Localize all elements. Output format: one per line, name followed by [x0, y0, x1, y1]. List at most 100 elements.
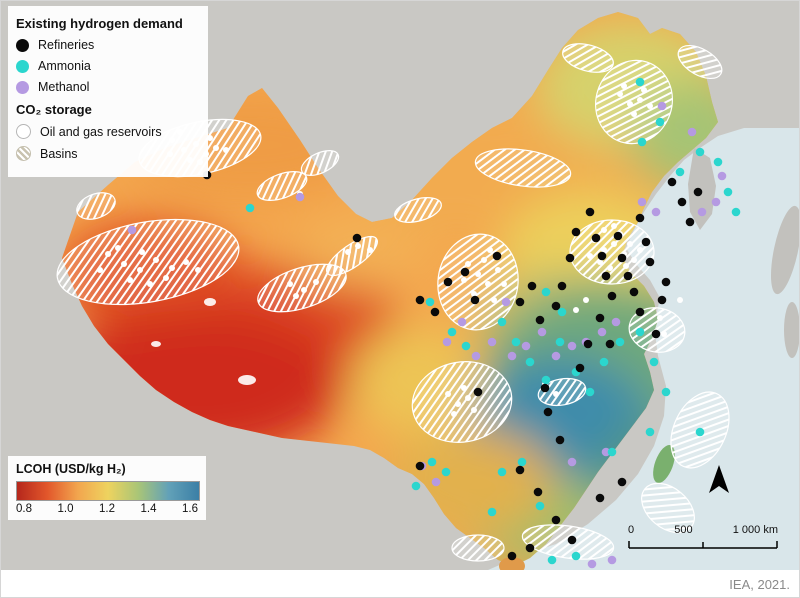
reservoirs-dot [621, 83, 627, 89]
ammonia-dot [487, 507, 497, 517]
legend-storage-title: CO₂ storage [16, 102, 92, 117]
reservoirs-dot [501, 281, 507, 287]
ammonia-dot [607, 447, 617, 457]
ammonia-dot [425, 297, 435, 307]
refineries-dot [515, 465, 525, 475]
reservoirs-dot [597, 259, 603, 265]
ammonia-dot [517, 457, 527, 467]
map-points-layer [97, 77, 741, 569]
refineries-dot [667, 177, 677, 187]
reservoirs-dot [301, 287, 307, 293]
storage-items: Oil and gas reservoirs Basins [16, 124, 198, 161]
refineries-dot [641, 237, 651, 247]
reservoirs-dot [367, 247, 373, 253]
reservoirs-dot [485, 281, 491, 287]
ammonia-dot [447, 327, 457, 337]
refineries-dot [595, 493, 605, 503]
scale-labels: 0 500 1 000 km [628, 524, 778, 536]
colorbar-tick: 0.8 [16, 503, 32, 515]
methanol-dot [601, 447, 611, 457]
reservoirs-dot [223, 147, 229, 153]
refineries-dot [575, 363, 585, 373]
ammonia-dot [441, 467, 451, 477]
refineries-dot [492, 251, 502, 261]
lakes [151, 298, 256, 385]
ammonia-dot [635, 327, 645, 337]
reservoirs-dot [487, 247, 493, 253]
ammonia-dot [649, 357, 659, 367]
attribution-text: IEA, 2021. [729, 577, 790, 592]
reservoirs-dot [661, 331, 667, 337]
reservoirs-dot [623, 263, 629, 269]
legend-panel: Existing hydrogen demand Refineries Ammon… [8, 6, 208, 177]
ammonia-dot [497, 317, 507, 327]
methanol-dot [587, 559, 597, 569]
ammonia-dot [555, 337, 565, 347]
methanol-dot [471, 351, 481, 361]
methanol-dot [657, 101, 667, 111]
reservoirs-dot [601, 247, 607, 253]
reservoirs-dot [491, 297, 497, 303]
reservoirs-dot [139, 249, 145, 255]
reservoirs-dot [445, 391, 451, 397]
methanol-dot [457, 317, 467, 327]
reservoirs-dot [163, 275, 169, 281]
ammonia-dot [535, 501, 545, 511]
ammonia-dot [511, 337, 521, 347]
reservoirs-dot [137, 267, 143, 273]
methanol-dot [717, 171, 727, 181]
refineries-dot [515, 297, 525, 307]
methanol-dot [442, 337, 452, 347]
scale-bar: 0 500 1 000 km [628, 524, 778, 555]
refineries-dot [583, 339, 593, 349]
reservoirs-dot [153, 257, 159, 263]
refineries-dot [693, 187, 703, 197]
methanol-dot [697, 207, 707, 217]
reservoirs-dot [627, 101, 633, 107]
reservoirs-dot [213, 145, 219, 151]
ammonia-dot [411, 481, 421, 491]
ammonia-dot [557, 307, 567, 317]
legend-demand-title: Existing hydrogen demand [16, 16, 183, 31]
reservoirs-dot [631, 111, 637, 117]
islands [499, 444, 675, 570]
reservoirs-dot [481, 257, 487, 263]
refineries-dot [605, 339, 615, 349]
ammonia-dot [675, 167, 685, 177]
methanol-dot [711, 197, 721, 207]
reservoirs-dot [465, 395, 471, 401]
colorbar-tick: 1.6 [182, 503, 198, 515]
reservoirs-dot [601, 227, 607, 233]
ammonia-dot [525, 357, 535, 367]
reservoirs-dot [631, 257, 637, 263]
ammonia-dot [461, 341, 471, 351]
refineries-dot [591, 233, 601, 243]
refineries-dot [543, 407, 553, 417]
methanol-dot [127, 225, 137, 235]
legend-item: Ammonia [16, 59, 198, 73]
reservoirs-dot [293, 293, 299, 299]
refineries-dot [352, 233, 362, 243]
legend-item: Methanol [16, 80, 198, 94]
reservoirs-dot [127, 277, 133, 283]
methanol-dot [521, 341, 531, 351]
legend-item-label: Basins [40, 146, 78, 161]
refineries-dot [635, 307, 645, 317]
reservoirs-dot [461, 277, 467, 283]
refineries-dot [460, 267, 470, 277]
ammonia-dot [635, 77, 645, 87]
refineries-dot [595, 313, 605, 323]
refineries-dot [557, 281, 567, 291]
reservoirs-dot [677, 297, 683, 303]
refineries-dot [507, 551, 517, 561]
refineries-dot [657, 295, 667, 305]
basin-swatch-icon [16, 146, 31, 161]
lcoh-colorbar-panel: LCOH (USD/kg H₂) 0.8 1.0 1.2 1.4 1.6 [8, 456, 206, 520]
scale-label-1000: 1 000 km [732, 524, 778, 536]
ammonia-dot [695, 147, 705, 157]
ammonia-dot [713, 157, 723, 167]
ammonia-dot [661, 387, 671, 397]
refineries-dot [645, 257, 655, 267]
reservoirs-dot [97, 267, 103, 273]
methanol-dot [537, 327, 547, 337]
